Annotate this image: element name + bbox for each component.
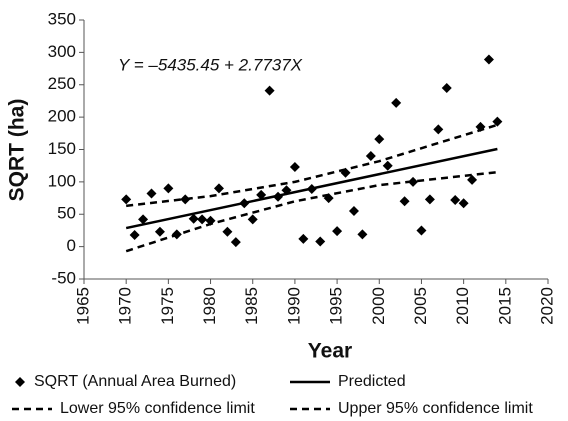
- x-tick-label: 2000: [369, 287, 388, 325]
- data-point: [222, 226, 233, 237]
- x-tick-label: 1980: [200, 287, 219, 325]
- data-point: [391, 97, 402, 108]
- dashed-line: [125, 170, 498, 253]
- y-tick-label: 300: [48, 42, 76, 61]
- x-tick-label: 1985: [242, 287, 261, 325]
- data-point: [188, 213, 199, 224]
- data-point: [483, 54, 494, 65]
- x-tick-label: 2005: [411, 287, 430, 325]
- data-point: [121, 194, 132, 205]
- data-point: [264, 85, 275, 96]
- x-tick-label: 1975: [158, 287, 177, 325]
- data-point: [289, 161, 300, 172]
- data-point: [365, 150, 376, 161]
- x-tick-label: 1970: [116, 287, 135, 325]
- data-point: [154, 226, 165, 237]
- data-point: [163, 183, 174, 194]
- y-tick-label: 50: [57, 204, 76, 223]
- x-tick-label: 2020: [537, 287, 556, 325]
- legend-label: Upper 95% confidence limit: [338, 400, 533, 417]
- data-point: [458, 198, 469, 209]
- data-point: [180, 194, 191, 205]
- data-point: [450, 195, 461, 206]
- x-axis-title: Year: [308, 340, 352, 363]
- data-point: [399, 196, 410, 207]
- data-point: [416, 225, 427, 236]
- legend-label: Predicted: [338, 373, 406, 390]
- data-point: [213, 183, 224, 194]
- data-point: [332, 226, 343, 237]
- y-tick-label: 350: [48, 9, 76, 28]
- data-point: [205, 215, 216, 226]
- data-point: [138, 214, 149, 225]
- data-point: [492, 116, 503, 127]
- y-tick-label: -50: [51, 268, 76, 287]
- x-tick-label: 2010: [453, 287, 472, 325]
- y-tick-label: 250: [48, 74, 76, 93]
- y-axis-title: SQRT (ha): [6, 99, 29, 202]
- annotation: Y = –5435.45 + 2.7737X: [118, 55, 303, 74]
- y-tick-label: 0: [67, 236, 76, 255]
- y-tick-label: 150: [48, 139, 76, 158]
- data-point: [146, 188, 157, 199]
- y-tick-label: 100: [48, 171, 76, 190]
- y-tick-label: 200: [48, 107, 76, 126]
- trend-line: [125, 147, 498, 230]
- data-point: [256, 189, 267, 200]
- x-tick-label: 1990: [284, 287, 303, 325]
- legend-label: Lower 95% confidence limit: [60, 400, 255, 417]
- data-point: [374, 134, 385, 145]
- data-point: [357, 229, 368, 240]
- data-point: [408, 176, 419, 187]
- data-point: [230, 237, 241, 248]
- data-point: [129, 229, 140, 240]
- dashed-line: [126, 123, 498, 208]
- data-point: [247, 214, 258, 225]
- data-point: [467, 174, 478, 185]
- legend-marker: [15, 377, 25, 387]
- data-point: [298, 233, 309, 244]
- x-tick-label: 1965: [73, 287, 92, 325]
- data-point: [424, 194, 435, 205]
- data-point: [315, 236, 326, 247]
- data-point: [348, 206, 359, 217]
- data-point: [433, 124, 444, 135]
- data-point: [382, 160, 393, 171]
- data-point: [197, 214, 208, 225]
- data-point: [441, 82, 452, 93]
- x-tick-label: 1995: [327, 287, 346, 325]
- legend-label: SQRT (Annual Area Burned): [34, 373, 236, 390]
- x-tick-label: 2015: [495, 287, 514, 325]
